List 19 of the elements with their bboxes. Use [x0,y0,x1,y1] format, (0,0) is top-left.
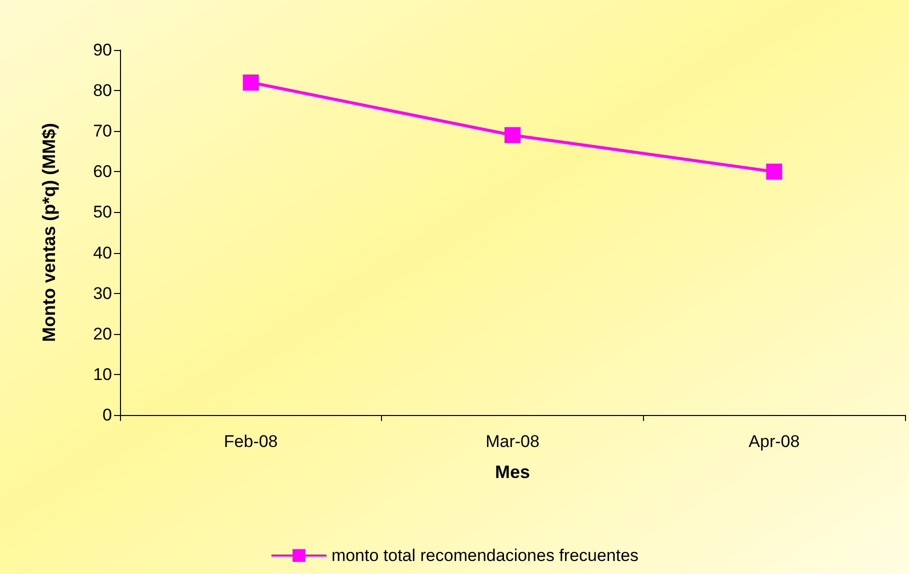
point [504,127,520,144]
y-tick-label: 50 [93,202,112,222]
y-tick-label: 10 [93,364,112,384]
y-tick-label: 20 [93,324,112,344]
x-tick-label: Feb-08 [224,432,278,451]
y-tick-label: 70 [93,122,112,141]
y-tick-label: 60 [93,162,112,182]
point [766,164,782,180]
x-tick-label: Apr-08 [748,432,800,451]
x-axis-title: Mes [494,462,530,482]
y-tick-label: 80 [93,81,112,100]
y-tick-label: 90 [93,40,112,60]
y-tick-label: 0 [102,406,112,424]
x-tick-label: Mar-08 [486,432,540,451]
y-tick-label: 40 [93,243,112,262]
point [242,74,259,90]
y-tick-label: 30 [93,284,112,303]
legend-label: monto total recomendaciones frecuentes [331,546,639,565]
y-axis-title: Monto ventas (p*q) (MM$) [39,123,59,342]
